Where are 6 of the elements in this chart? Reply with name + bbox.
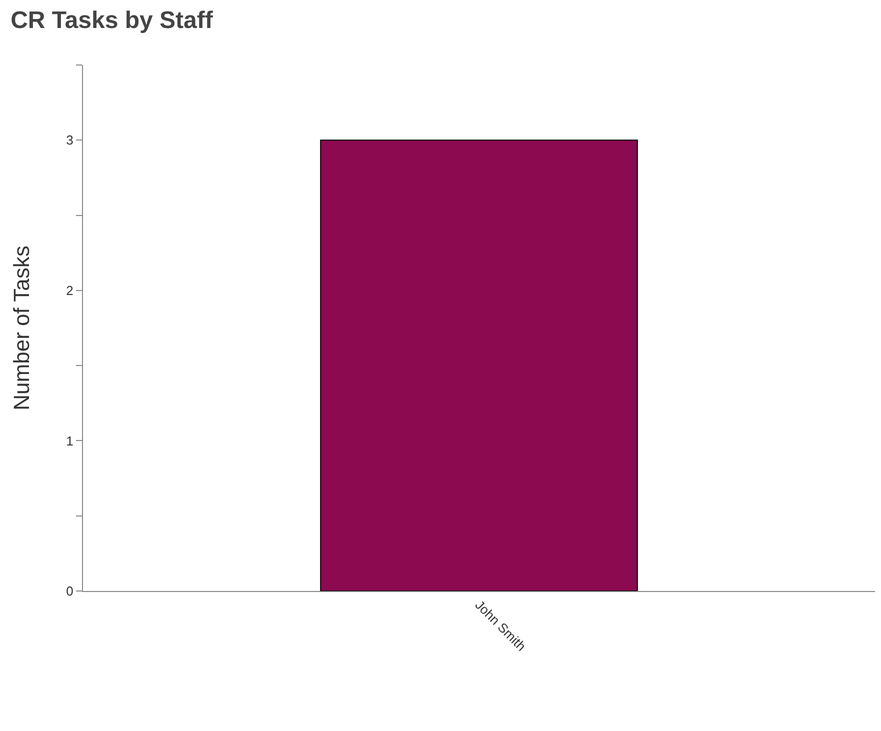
y-tick-label: 0 xyxy=(66,584,74,599)
y-axis-title: Number of Tasks xyxy=(8,246,34,410)
y-tick-label: 2 xyxy=(66,282,74,298)
chart-title: CR Tasks by Staff xyxy=(10,6,214,34)
y-tick-label: 1 xyxy=(66,433,74,448)
y-tick-label: 3 xyxy=(66,132,74,148)
